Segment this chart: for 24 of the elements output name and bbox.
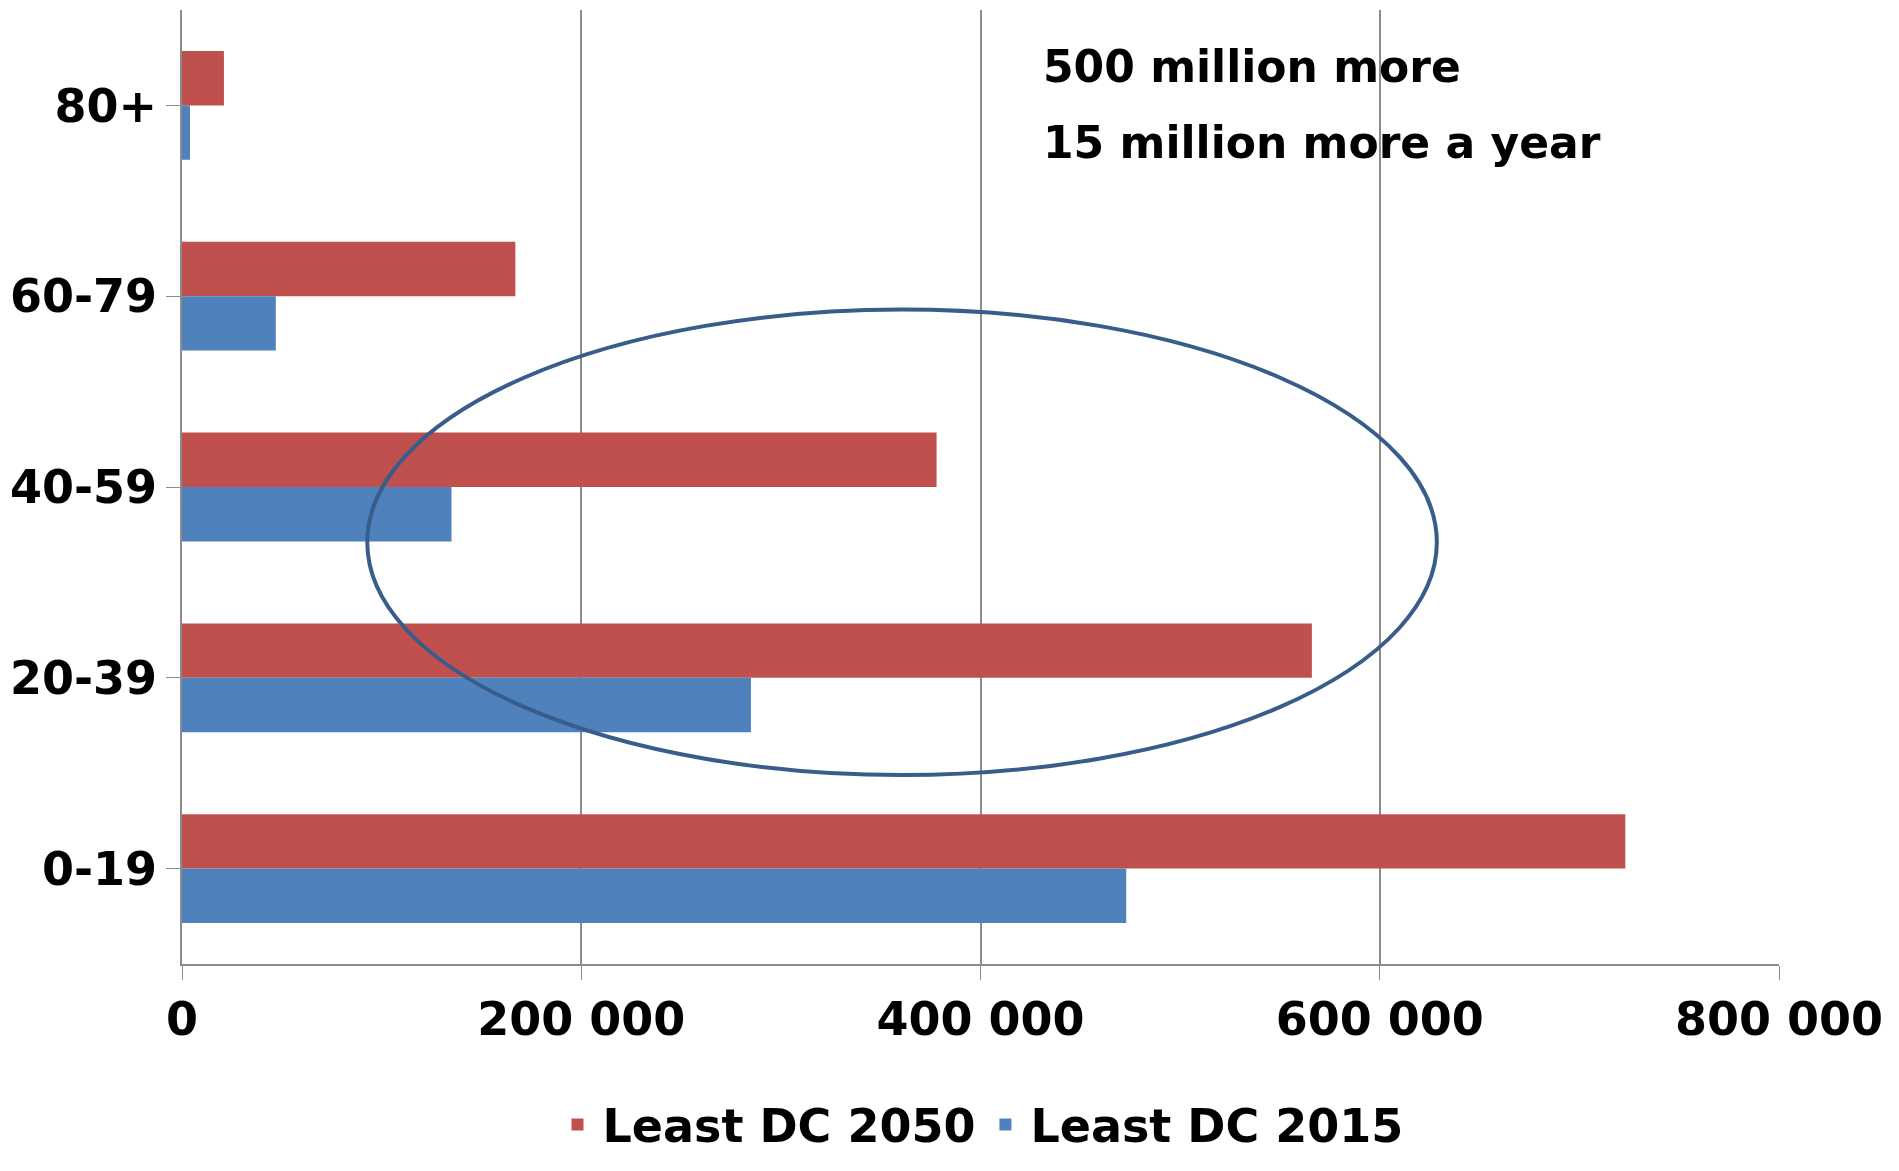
bar (182, 623, 1312, 678)
x-tick-label: 400 000 (876, 991, 1085, 1046)
bar (182, 241, 516, 297)
bar (182, 487, 452, 542)
y-tick-label: 40-59 (9, 460, 158, 515)
y-tick-label: 60-79 (9, 269, 158, 324)
legend-label: Least DC 2015 (1030, 1099, 1404, 1154)
bar (182, 105, 190, 160)
x-tick-label: 600 000 (1275, 991, 1484, 1046)
bar (182, 296, 276, 351)
bar (182, 51, 224, 106)
bar (182, 432, 937, 487)
legend-label: Least DC 2050 (602, 1099, 976, 1154)
bar (182, 677, 751, 733)
y-tick-label: 20-39 (9, 650, 158, 705)
annotation: 15 million more a year (1043, 117, 1601, 168)
x-tick-label: 200 000 (477, 991, 686, 1046)
y-tick-label: 80+ (54, 78, 158, 133)
x-tick-label: 0 (165, 991, 199, 1046)
annotation: 500 million more (1043, 41, 1461, 92)
y-tick-label: 0-19 (41, 841, 158, 896)
bar (182, 868, 1127, 923)
bar (182, 814, 1626, 869)
x-tick-label: 800 000 (1674, 991, 1884, 1046)
